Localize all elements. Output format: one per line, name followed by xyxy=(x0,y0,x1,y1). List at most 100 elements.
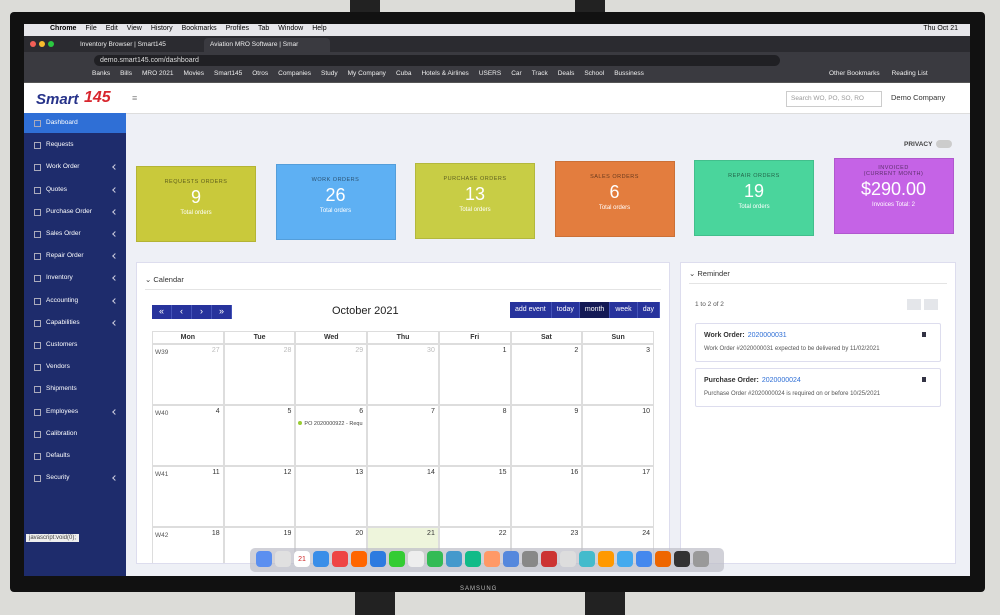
bookmark[interactable]: Bussiness xyxy=(614,70,644,77)
sidebar-item[interactable]: Inventory xyxy=(24,268,126,288)
menu-item[interactable]: History xyxy=(150,25,173,32)
day-cell[interactable]: 28 xyxy=(223,344,296,405)
bookmark[interactable]: Cuba xyxy=(395,70,412,77)
day-cell[interactable]: 29 xyxy=(295,344,368,405)
next-page[interactable] xyxy=(924,299,938,310)
dock-icon[interactable]: 21 xyxy=(294,551,310,567)
day-cell[interactable]: 13 xyxy=(295,466,368,527)
sidebar-item[interactable]: Customers xyxy=(24,335,126,355)
day-cell[interactable]: 2 xyxy=(510,344,583,405)
sidebar-item[interactable]: Sales Order xyxy=(24,224,126,244)
stat-card[interactable]: INVOICED (CURRENT MONTH) $290.00 Invoices T… xyxy=(833,158,954,234)
stat-card[interactable]: WORK ORDERS 26 Total orders xyxy=(275,164,396,241)
sidebar-item[interactable]: Purchase Order xyxy=(24,202,126,222)
menu-item[interactable]: Help xyxy=(312,25,327,32)
dock-icon[interactable] xyxy=(636,551,652,567)
sidebar-item[interactable]: Employees xyxy=(24,402,126,422)
menu-item[interactable]: Profiles xyxy=(225,25,249,32)
view-button[interactable]: week xyxy=(610,302,638,318)
menu-item[interactable]: Edit xyxy=(105,25,118,32)
sidebar-item[interactable]: Work Order xyxy=(24,157,126,177)
dock-icon[interactable] xyxy=(674,551,690,567)
day-cell[interactable]: 1 xyxy=(438,344,511,405)
bookmark[interactable]: Bills xyxy=(120,70,132,77)
privacy-toggle[interactable] xyxy=(936,140,952,148)
day-cell[interactable]: 24 xyxy=(582,527,654,563)
dock-icon[interactable] xyxy=(256,551,272,567)
day-cell[interactable]: 10 xyxy=(582,405,654,466)
day-cell[interactable]: 18 W42 xyxy=(152,527,224,563)
dock-icon[interactable] xyxy=(332,551,348,567)
bookmark[interactable]: Banks xyxy=(92,70,111,77)
menu-item[interactable]: Tab xyxy=(257,25,270,32)
bookmark[interactable]: Reading List xyxy=(891,70,928,77)
sidebar-item[interactable]: Shipments xyxy=(24,379,126,399)
day-cell[interactable]: 5 xyxy=(223,405,296,466)
url-bar[interactable]: demo.smart145.com/dashboard xyxy=(94,55,780,66)
sidebar-item[interactable]: Defaults xyxy=(24,446,126,466)
dock-icon[interactable] xyxy=(617,551,633,567)
day-cell[interactable]: 15 xyxy=(438,466,511,527)
view-button[interactable]: today xyxy=(552,302,580,318)
dock-icon[interactable] xyxy=(693,551,709,567)
nav-button[interactable]: › xyxy=(192,305,212,319)
sidebar-item[interactable]: Dashboard xyxy=(24,113,126,133)
bookmark[interactable]: Companies xyxy=(278,70,312,77)
view-button[interactable]: month xyxy=(579,302,611,318)
day-cell[interactable]: 14 xyxy=(367,466,439,527)
dock-icon[interactable] xyxy=(541,551,557,567)
reminder-item[interactable]: Work Order: 2020000031 Work Order #2020000… xyxy=(695,323,941,362)
view-button[interactable]: day xyxy=(638,302,660,318)
menu-item[interactable]: View xyxy=(126,25,142,32)
delete-icon[interactable] xyxy=(922,377,926,382)
menu-item[interactable]: File xyxy=(85,25,97,32)
sidebar-item[interactable]: Quotes xyxy=(24,180,126,200)
day-cell[interactable]: 17 xyxy=(582,466,654,527)
bookmark[interactable]: My Company xyxy=(347,70,386,77)
dock-icon[interactable] xyxy=(522,551,538,567)
nav-button[interactable]: « xyxy=(152,305,172,319)
dock-icon[interactable] xyxy=(275,551,291,567)
dock-icon[interactable] xyxy=(465,551,481,567)
sidebar-item[interactable]: Requests xyxy=(24,135,126,155)
company[interactable]: Demo Company xyxy=(891,93,946,102)
dock-icon[interactable] xyxy=(351,551,367,567)
menu-toggle[interactable]: ≡ xyxy=(132,93,138,103)
view-button[interactable]: add event xyxy=(510,302,552,318)
bookmark[interactable]: School xyxy=(584,70,605,77)
nav-button[interactable]: ‹ xyxy=(172,305,192,319)
nav-button[interactable]: » xyxy=(212,305,232,319)
bookmark[interactable]: Movies xyxy=(183,70,205,77)
day-cell[interactable]: 7 xyxy=(367,405,439,466)
window-button[interactable] xyxy=(39,41,45,47)
sidebar-item[interactable]: Calibration xyxy=(24,424,126,444)
day-cell[interactable]: 11 W41 xyxy=(152,466,224,527)
window-button[interactable] xyxy=(48,41,54,47)
bookmark[interactable]: Study xyxy=(321,70,338,77)
dock-icon[interactable] xyxy=(427,551,443,567)
day-cell[interactable]: 3 xyxy=(582,344,654,405)
dock-icon[interactable] xyxy=(503,551,519,567)
tab[interactable]: Inventory Browser | Smart145 xyxy=(74,38,200,52)
day-cell[interactable]: 22 xyxy=(438,527,511,563)
dock-icon[interactable] xyxy=(598,551,614,567)
prev-page[interactable] xyxy=(907,299,921,310)
day-cell[interactable]: 4 W40 xyxy=(152,405,224,466)
dock-icon[interactable] xyxy=(389,551,405,567)
bookmark[interactable]: Track xyxy=(531,70,548,77)
delete-icon[interactable] xyxy=(922,332,926,337)
day-cell[interactable]: 12 xyxy=(223,466,296,527)
day-cell[interactable]: 19 xyxy=(223,527,296,563)
dock-icon[interactable] xyxy=(370,551,386,567)
sidebar-item[interactable]: Repair Order xyxy=(24,246,126,266)
day-cell[interactable]: 6 xyxy=(295,405,368,466)
stat-card[interactable]: PURCHASE ORDERS 13 Total orders xyxy=(415,162,535,239)
day-cell[interactable]: 8 xyxy=(438,405,511,466)
dock-icon[interactable] xyxy=(484,551,500,567)
sidebar-item[interactable]: Capabilities xyxy=(24,313,126,333)
bookmark[interactable]: USERS xyxy=(478,70,502,77)
window-button[interactable] xyxy=(30,41,36,47)
bookmark[interactable]: Other Bookmarks xyxy=(829,70,880,77)
dock-icon[interactable] xyxy=(313,551,329,567)
bookmark[interactable]: MRO 2021 xyxy=(142,70,174,77)
